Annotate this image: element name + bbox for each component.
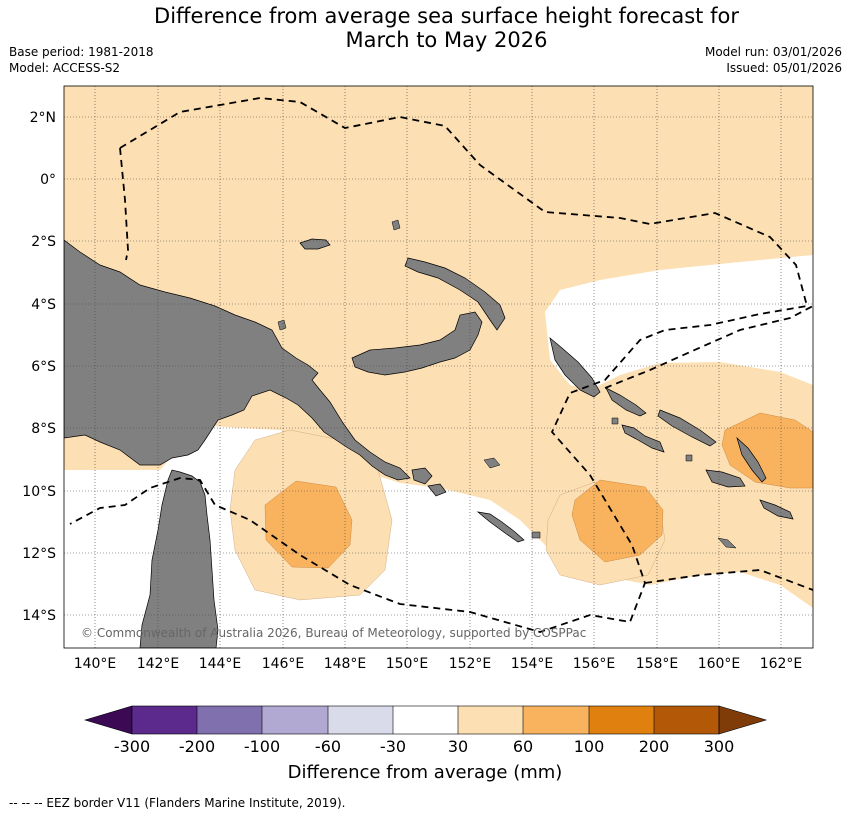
lon-label: 154°E xyxy=(511,656,554,672)
lon-label: 142°E xyxy=(137,656,180,672)
land-new-britain xyxy=(351,311,483,376)
colorbar-bin xyxy=(132,706,197,734)
gridlines xyxy=(64,86,813,648)
eez-border-solomon xyxy=(604,305,813,389)
colorbar-bin xyxy=(458,706,523,734)
colorbar-bin xyxy=(197,706,262,734)
lat-label: 4°S xyxy=(31,297,56,313)
lon-label: 144°E xyxy=(199,656,242,672)
land-new-ireland xyxy=(404,257,506,331)
eez-borders xyxy=(69,97,813,633)
eez-border-solomon-south xyxy=(644,569,813,591)
colorbar-arrow-low xyxy=(83,705,133,735)
model-run: Model run: 03/01/2026 xyxy=(704,45,842,59)
lat-label: 14°S xyxy=(22,608,56,624)
colorbar-tick-label: -300 xyxy=(114,737,150,756)
lat-label: 10°S xyxy=(22,484,56,500)
colorbar-bin xyxy=(262,706,328,734)
copyright-text: © Commonwealth of Australia 2026, Bureau… xyxy=(81,626,586,640)
chart-title: Difference from average sea surface heig… xyxy=(0,4,850,52)
neutral-region-east xyxy=(545,255,813,390)
lat-label: 6°S xyxy=(31,359,56,375)
lon-label: 152°E xyxy=(449,656,492,672)
map-area xyxy=(64,86,813,648)
eez-legend-footnote: -- -- -- EEZ border V11 (Flanders Marine… xyxy=(9,796,346,810)
lon-label: 150°E xyxy=(386,656,429,672)
meta-left: Base period: 1981-2018 Model: ACCESS-S2 xyxy=(9,44,154,76)
land-solomon-makira xyxy=(759,499,794,520)
colorbar-tick-label: 30 xyxy=(448,737,468,756)
land-solomon-malaita xyxy=(736,436,767,483)
lon-label: 156°E xyxy=(573,656,616,672)
map-frame xyxy=(63,85,814,649)
colorbar-tick-label: -200 xyxy=(179,737,215,756)
land-dentrecasteaux xyxy=(411,467,447,497)
lon-label: 160°E xyxy=(698,656,741,672)
lat-label: 12°S xyxy=(22,546,56,562)
anomaly-band-60-100-blob-3 xyxy=(721,412,813,489)
land-cape-york xyxy=(139,469,219,648)
eez-border-png-west xyxy=(119,147,129,261)
colorbar-bin xyxy=(328,706,393,734)
lon-label: 148°E xyxy=(324,656,367,672)
colorbar-tick-label: 100 xyxy=(574,737,605,756)
lat-label: 8°S xyxy=(31,421,56,437)
colorbar-bin xyxy=(654,706,719,734)
land-solomon-guadalcanal xyxy=(705,469,746,488)
land-small-islands xyxy=(277,219,737,549)
colorbar-bin xyxy=(589,706,654,734)
land-new-guinea xyxy=(64,239,411,481)
lon-label: 140°E xyxy=(74,656,117,672)
land-bougainville xyxy=(549,337,601,398)
colorbar-arrow-high xyxy=(718,705,768,735)
colorbar: -300 -200 -100 -60 -30 30 60 100 200 300… xyxy=(83,705,768,783)
colorbar-tick-label: -60 xyxy=(315,737,341,756)
colorbar-tick-label: -100 xyxy=(244,737,280,756)
land-manus xyxy=(299,238,331,250)
land-solomon-santa-isabel xyxy=(657,409,717,447)
colorbar-title: Difference from average (mm) xyxy=(288,762,563,783)
longitude-labels: 140°E 142°E 144°E 146°E 148°E 150°E 152°… xyxy=(74,656,803,672)
eez-border-png xyxy=(69,97,809,633)
land-solomon-choiseul xyxy=(605,387,647,417)
land-solomon-new-georgia xyxy=(621,424,665,453)
lat-label: 2°N xyxy=(30,110,56,126)
colorbar-tick-label: -30 xyxy=(380,737,406,756)
title-line-1: Difference from average sea surface heig… xyxy=(154,4,739,28)
colorbar-tick-label: 60 xyxy=(513,737,533,756)
base-period: Base period: 1981-2018 xyxy=(9,45,154,59)
colorbar-tick-label: 300 xyxy=(704,737,735,756)
title-line-2: March to May 2026 xyxy=(345,28,548,52)
lat-label: 2°S xyxy=(31,234,56,250)
land-louisiade xyxy=(476,511,525,543)
lat-label: 0° xyxy=(40,172,56,188)
issued-date: Issued: 05/01/2026 xyxy=(726,61,842,75)
lon-label: 146°E xyxy=(262,656,305,672)
colorbar-tick-label: 200 xyxy=(639,737,670,756)
lon-label: 158°E xyxy=(636,656,679,672)
colorbar-bin xyxy=(393,706,458,734)
meta-right: Model run: 03/01/2026 Issued: 05/01/2026 xyxy=(705,44,842,76)
colorbar-bin xyxy=(523,706,589,734)
model-name: Model: ACCESS-S2 xyxy=(9,61,121,75)
latitude-labels: 2°N 0° 2°S 4°S 6°S 8°S 10°S 12°S 14°S xyxy=(22,110,56,624)
lon-label: 162°E xyxy=(760,656,803,672)
